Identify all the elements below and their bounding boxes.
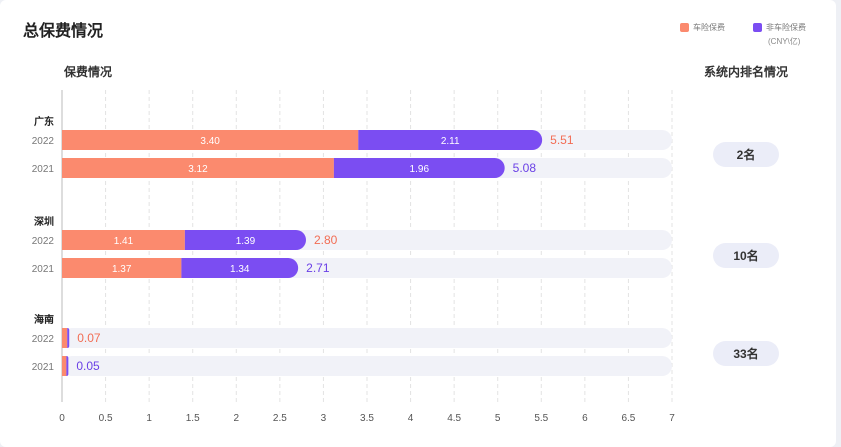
x-tick-label: 2 [234,413,240,424]
x-tick-label: 0 [59,413,65,424]
car-value-label: 3.40 [200,136,220,147]
total-value-label: 0.05 [76,359,100,373]
car-bar [62,130,359,150]
legend-car-label: 车险保费 [693,23,725,32]
region-label: 深圳 [34,215,54,228]
x-tick-label: 3.5 [360,413,374,424]
car-bar [62,230,185,250]
rank-badge-hainan: 33名 [713,341,779,366]
car-bar [62,328,68,348]
noncar-bar [358,130,543,150]
noncar-bar [67,328,70,348]
noncar-bar [184,230,306,250]
rank-badge-guangdong: 2名 [713,142,779,167]
x-tick-label: 5.5 [534,413,548,424]
x-tick-label: 2.5 [273,413,287,424]
noncar-bar [66,356,69,376]
car-bar [62,158,334,178]
ranking-header: 系统内排名情况 [704,65,789,79]
rank-badge-shenzhen: 10名 [713,243,779,268]
year-label: 2022 [32,236,55,247]
region-label: 海南 [34,313,54,326]
x-tick-label: 1 [146,413,152,424]
noncar-bar [181,258,299,278]
year-label: 2022 [32,136,55,147]
premium-header: 保费情况 [64,65,113,79]
bar-track [62,356,672,376]
legend-noncar[interactable]: 非车险保费 [753,22,806,33]
noncar-value-label: 1.34 [230,264,250,275]
x-tick-label: 5 [495,413,501,424]
x-tick-label: 6 [582,413,588,424]
region-label: 广东 [34,115,54,128]
noncar-value-label: 1.39 [236,236,256,247]
x-tick-label: 4.5 [447,413,461,424]
x-tick-label: 7 [669,413,675,424]
total-value-label: 2.80 [314,233,338,247]
car-value-label: 1.37 [112,264,132,275]
x-tick-label: 3 [321,413,327,424]
year-label: 2021 [32,264,55,275]
legend-noncar-label: 非车险保费 [766,23,806,32]
legend-car-swatch [680,23,689,32]
total-value-label: 2.71 [306,261,330,275]
bar-track [62,328,672,348]
car-value-label: 1.41 [114,236,134,247]
year-label: 2022 [32,334,55,345]
total-value-label: 5.51 [550,133,574,147]
car-value-label: 3.12 [188,164,208,175]
noncar-value-label: 2.11 [441,136,460,147]
noncar-bar [333,158,505,179]
car-bar [62,258,182,278]
x-tick-label: 1.5 [186,413,200,424]
legend-noncar-swatch [753,23,762,32]
total-value-label: 5.08 [513,161,537,175]
year-label: 2021 [32,164,55,175]
total-value-label: 0.07 [77,331,101,345]
x-tick-label: 4 [408,413,414,424]
legend-car[interactable]: 车险保费 [680,22,725,33]
year-label: 2021 [32,362,55,373]
unit-label: (CNY\亿) [768,37,801,46]
noncar-value-label: 1.96 [410,164,430,175]
car-bar [62,356,67,376]
x-tick-label: 6.5 [621,413,635,424]
x-tick-label: 0.5 [99,413,113,424]
page-title: 总保费情况 [23,23,104,40]
